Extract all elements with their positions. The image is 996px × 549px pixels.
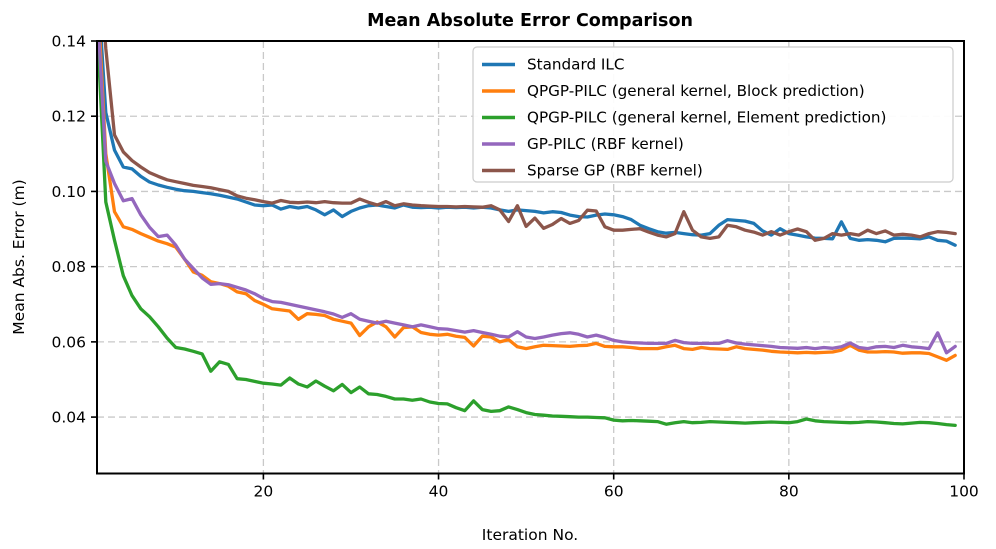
x-tick-label: 20 <box>254 483 274 501</box>
series-line-4 <box>103 41 957 242</box>
y-tick-label: 0.12 <box>51 108 86 126</box>
y-tick-label: 0.06 <box>51 333 86 351</box>
axes-layer <box>91 40 965 480</box>
legend-label-4: Sparse GP (RBF kernel) <box>527 162 703 180</box>
series-layer <box>97 41 957 428</box>
x-tick-label: 60 <box>604 483 624 501</box>
legend-label-3: GP-PILC (RBF kernel) <box>527 135 684 153</box>
legend-box <box>472 46 954 183</box>
series-line-1 <box>98 41 957 362</box>
legend-label-2: QPGP-PILC (general kernel, Element predi… <box>527 109 886 127</box>
series-line-2 <box>97 41 957 428</box>
x-tick-label: 40 <box>429 483 449 501</box>
tick-label-layer: 20 40 60 80 100 0.04 0.06 0.08 0.10 0.12 0.14 <box>51 33 978 501</box>
legend-label-0: Standard ILC <box>527 56 624 74</box>
y-tick-label: 0.04 <box>51 409 86 427</box>
chart-title: Mean Absolute Error Comparison <box>367 11 693 31</box>
x-tick-label: 80 <box>779 483 799 501</box>
series-line-3 <box>97 41 957 355</box>
legend-label-1: QPGP-PILC (general kernel, Block predict… <box>527 82 865 100</box>
legend: Standard ILC QPGP-PILC (general kernel, B… <box>472 46 954 183</box>
y-tick-label: 0.10 <box>51 183 86 201</box>
y-tick-label: 0.08 <box>51 258 86 276</box>
plot-spines <box>96 40 965 475</box>
y-axis-label: Mean Abs. Error (m) <box>10 179 28 334</box>
x-tick-label: 100 <box>949 483 979 501</box>
x-axis-label: Iteration No. <box>482 526 578 544</box>
y-tick-label: 0.14 <box>51 33 86 51</box>
